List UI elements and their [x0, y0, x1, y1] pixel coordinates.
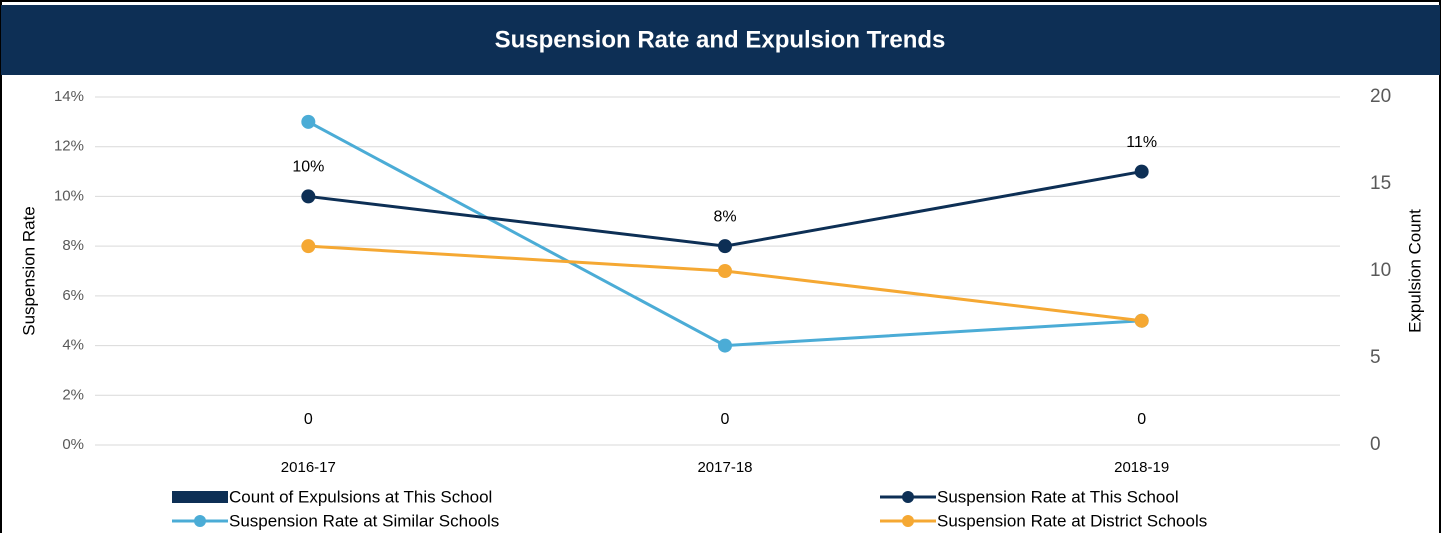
data-point — [301, 239, 316, 254]
legend-label: Suspension Rate at Similar Schools — [229, 511, 499, 530]
y2-axis-title: Expulsion Count — [1405, 209, 1424, 333]
y2-tick-label: 20 — [1370, 86, 1391, 107]
legend-swatch — [172, 491, 228, 503]
y-tick-label: 2% — [62, 386, 84, 403]
data-point — [718, 264, 732, 278]
data-label: 8% — [713, 208, 736, 225]
x-tick-label: 2018-19 — [1114, 459, 1169, 476]
y2-tick-label: 5 — [1370, 347, 1381, 368]
x-tick-label: 2017-18 — [697, 459, 752, 476]
legend-label: Suspension Rate at This School — [937, 487, 1179, 506]
data-point — [1134, 313, 1149, 328]
y-tick-label: 0% — [62, 436, 84, 453]
data-label: 11% — [1126, 134, 1157, 151]
legend-label: Count of Expulsions at This School — [229, 487, 492, 506]
legend-swatch — [194, 515, 206, 527]
data-point — [1134, 164, 1149, 179]
chart-title: Suspension Rate and Expulsion Trends — [495, 26, 946, 53]
data-point — [718, 338, 732, 353]
y-tick-label: 6% — [62, 287, 84, 304]
y2-tick-label: 0 — [1370, 434, 1381, 455]
data-label: 10% — [292, 159, 324, 176]
y-tick-label: 12% — [54, 138, 84, 155]
title-bar — [1, 5, 1440, 75]
y-tick-label: 14% — [54, 88, 84, 105]
y-tick-label: 4% — [62, 337, 84, 354]
y-tick-label: 8% — [62, 237, 84, 254]
legend-swatch — [902, 491, 914, 503]
x-tick-label: 2016-17 — [281, 459, 336, 476]
data-point — [301, 189, 316, 204]
legend-label: Suspension Rate at District Schools — [937, 511, 1207, 530]
y-axis-title: Suspension Rate — [19, 206, 38, 335]
legend-swatch — [902, 515, 914, 527]
data-label: 0 — [304, 411, 313, 428]
y2-tick-label: 15 — [1370, 173, 1391, 194]
data-point — [718, 239, 732, 254]
y2-tick-label: 10 — [1370, 260, 1391, 281]
data-label: 0 — [721, 411, 730, 428]
data-point — [301, 114, 316, 129]
data-label: 0 — [1137, 411, 1146, 428]
y-tick-label: 10% — [54, 187, 84, 204]
